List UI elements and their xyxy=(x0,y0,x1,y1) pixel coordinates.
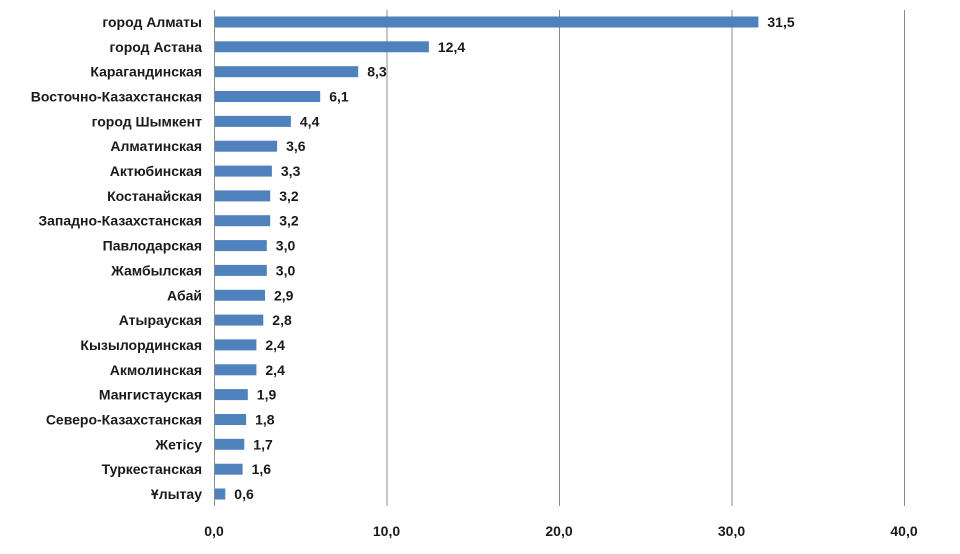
category-label: город Алматы xyxy=(102,14,202,30)
bar xyxy=(215,41,429,53)
category-label: Жетісу xyxy=(154,436,202,452)
bar xyxy=(215,16,759,28)
x-tick-label: 10,0 xyxy=(373,523,400,539)
x-axis-ticks: 0,0 10,0 20,0 30,0 40,0 xyxy=(204,523,918,539)
category-label: Атырауская xyxy=(119,312,202,328)
category-label: Западно-Казахстанская xyxy=(38,213,202,229)
category-label: город Шымкент xyxy=(92,113,203,129)
data-label: 2,8 xyxy=(272,312,292,328)
x-tick-label: 0,0 xyxy=(204,523,224,539)
data-label: 1,9 xyxy=(257,387,277,403)
bar xyxy=(215,190,271,202)
bar xyxy=(215,140,278,152)
category-label: Акмолинская xyxy=(110,362,202,378)
data-label: 1,8 xyxy=(255,412,275,428)
bar xyxy=(215,289,265,301)
x-tick-label: 30,0 xyxy=(718,523,745,539)
bars xyxy=(215,16,759,500)
category-label: Восточно-Казахстанская xyxy=(31,89,202,105)
category-label: Мангистауская xyxy=(99,387,202,403)
data-label: 3,6 xyxy=(286,138,306,154)
category-label: Жамбылская xyxy=(110,262,202,278)
data-label: 12,4 xyxy=(438,39,465,55)
bar xyxy=(215,91,321,102)
data-label: 3,2 xyxy=(279,213,299,229)
gridlines xyxy=(214,10,905,506)
x-tick-label: 20,0 xyxy=(545,523,572,539)
data-label: 3,0 xyxy=(276,262,296,278)
value-labels: 31,5 12,4 8,3 6,1 4,4 3,6 3,3 3,2 3,2 3,0 3,0 2,9 2,… xyxy=(234,14,795,502)
category-label: Актюбинская xyxy=(110,163,202,179)
data-label: 8,3 xyxy=(367,64,387,80)
data-label: 6,1 xyxy=(329,89,349,105)
bar xyxy=(215,389,248,401)
category-label: Туркестанская xyxy=(102,461,202,477)
data-label: 2,4 xyxy=(265,337,285,353)
data-label: 31,5 xyxy=(767,14,794,30)
category-label: Павлодарская xyxy=(103,238,202,254)
data-label: 0,6 xyxy=(234,486,254,502)
bar xyxy=(215,66,359,78)
bar xyxy=(215,314,264,326)
data-label: 1,6 xyxy=(252,461,272,477)
category-label: Абай xyxy=(167,287,202,303)
category-label: Костанайская xyxy=(107,188,202,204)
bar xyxy=(215,240,267,252)
data-label: 3,3 xyxy=(281,163,301,179)
bar xyxy=(215,364,257,376)
bar xyxy=(215,165,272,177)
bar xyxy=(215,463,243,475)
x-tick-label: 40,0 xyxy=(890,523,917,539)
category-label: город Астана xyxy=(110,39,203,55)
category-label: Алматинская xyxy=(110,138,202,154)
category-labels: город Алматы город Астана Карагандинская Во… xyxy=(31,14,202,502)
category-label: Карагандинская xyxy=(90,64,202,80)
data-label: 2,9 xyxy=(274,287,294,303)
data-label: 4,4 xyxy=(300,113,320,129)
bar xyxy=(215,215,271,227)
bar xyxy=(215,438,245,450)
category-label: Ұлытау xyxy=(151,486,202,502)
bar xyxy=(215,115,291,127)
bar xyxy=(215,264,267,276)
bar xyxy=(215,488,226,500)
data-label: 1,7 xyxy=(253,436,273,452)
bar xyxy=(215,339,257,351)
data-label: 3,2 xyxy=(279,188,299,204)
data-label: 3,0 xyxy=(276,238,296,254)
data-label: 2,4 xyxy=(265,362,285,378)
bar xyxy=(215,414,247,425)
category-label: Кызылординская xyxy=(80,337,202,353)
category-label: Северо-Казахстанская xyxy=(46,412,202,428)
